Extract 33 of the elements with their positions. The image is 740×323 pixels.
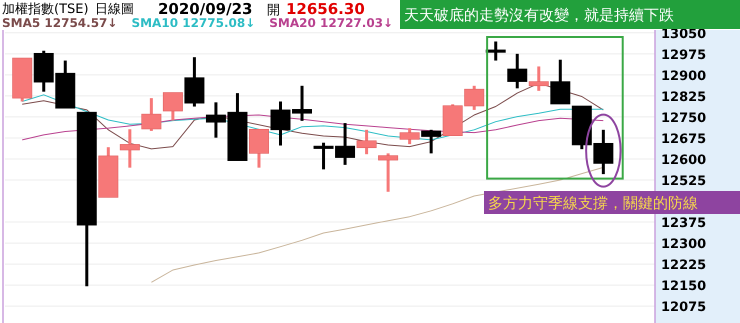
y-tick-label: 12975 (661, 48, 706, 63)
candlestick (120, 129, 140, 168)
y-tick-label: 12675 (661, 132, 706, 147)
y-tick-label: 12825 (661, 90, 706, 105)
y-tick-label: 12075 (661, 300, 706, 316)
y-tick-label: 12375 (661, 216, 706, 232)
y-tick-label: 12750 (661, 110, 706, 126)
text: 天天破底的走勢沒有改變，就是持續下跌 (404, 6, 674, 24)
text: 日線圖 (95, 2, 134, 17)
y-tick-label: 12600 (661, 152, 706, 168)
y-tick-label: 12525 (661, 174, 706, 190)
text: 開 (267, 3, 280, 18)
y-tick-label: 12900 (661, 68, 706, 84)
candlestick (528, 66, 549, 91)
candlestick (356, 130, 377, 154)
text: SMA5 12754.57↓ (2, 16, 118, 30)
y-tick-label: 13050 (661, 26, 706, 42)
y-tick-label: 12225 (661, 258, 706, 274)
text: SMA20 12727.03↓ (269, 16, 394, 30)
candlestick (421, 130, 442, 154)
y-tick-label: 12300 (661, 237, 706, 252)
annotation: 多方力守季線支撐，關鍵的防線 (488, 194, 698, 212)
text: SMA10 12775.08↓ (131, 16, 256, 30)
y-tick-label: 12150 (661, 279, 706, 294)
candlestick (550, 60, 570, 104)
candlestick (162, 92, 183, 121)
text: 12656.30 (286, 0, 365, 18)
candlestick (400, 128, 420, 144)
candlestick (378, 153, 398, 192)
chart-title: 加權指數(TSE) (2, 2, 89, 17)
text: 2020/09/23 (158, 0, 252, 18)
candlestick (141, 98, 162, 131)
candlestick (507, 54, 528, 88)
